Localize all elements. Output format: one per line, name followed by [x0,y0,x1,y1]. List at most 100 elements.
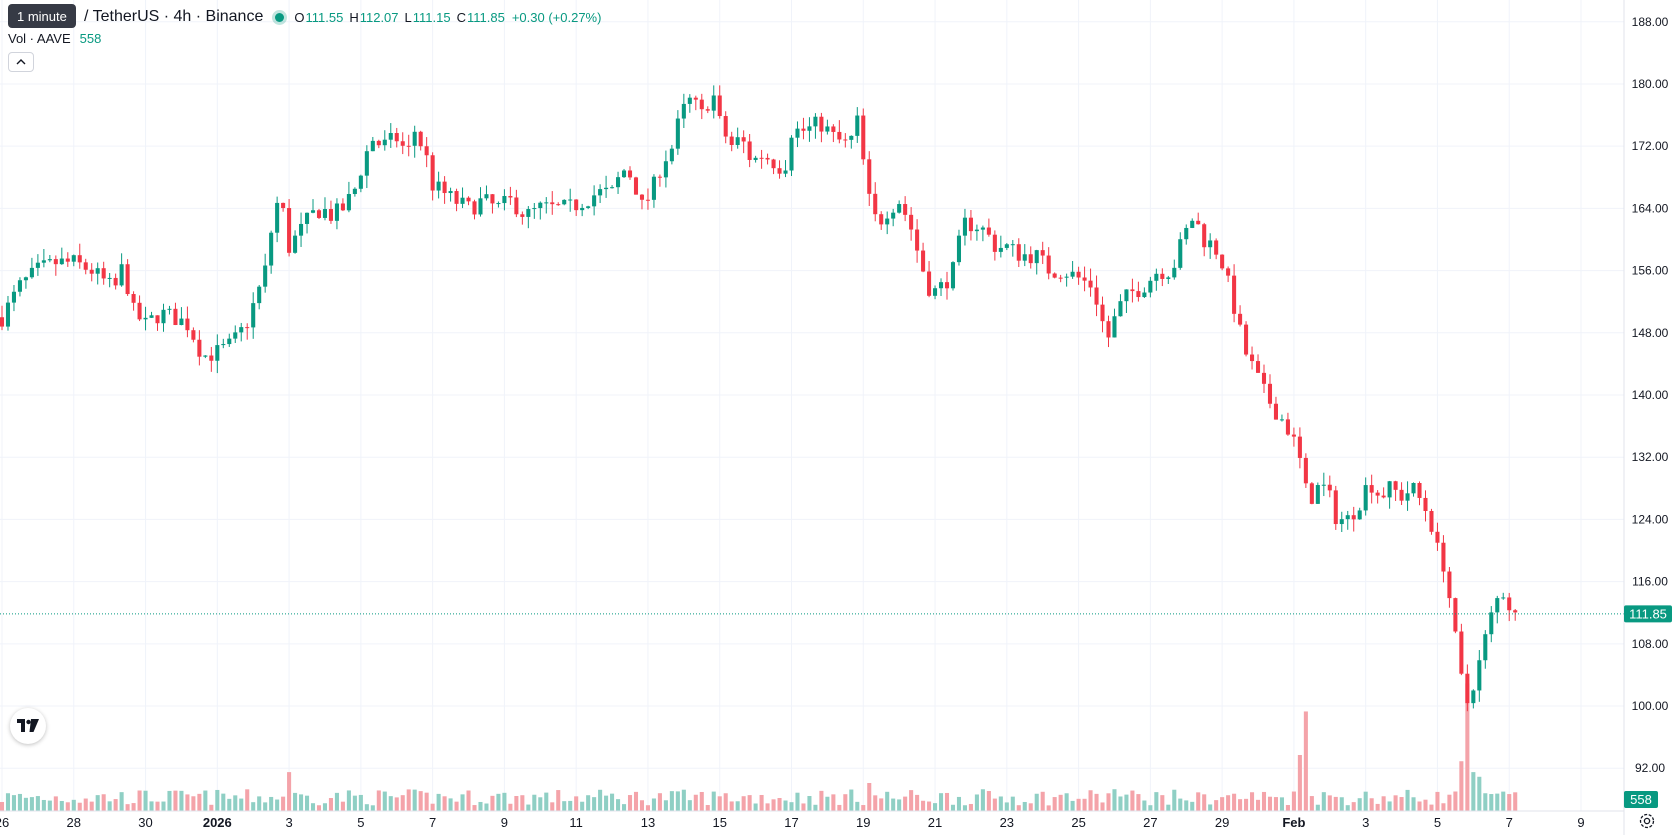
candle-body [1076,271,1081,278]
candle-body [233,332,238,339]
candle [885,211,890,235]
candle-body [191,330,196,340]
candle [705,106,710,114]
tradingview-logo[interactable] [10,708,46,744]
candle-body [442,181,447,194]
candle [41,249,46,268]
volume-bar [478,801,483,811]
candle [1375,490,1380,504]
candle [382,130,387,151]
volume-legend: Vol · AAVE 558 [8,31,101,46]
candle-body [789,137,794,171]
candle-body [1238,313,1243,325]
volume-bar [406,789,411,811]
volume-bar [299,794,304,811]
candle-body [167,308,172,310]
volume-bar [95,795,100,811]
volume-bar [621,804,627,811]
volume-bar [1160,795,1165,811]
candle [203,355,208,359]
candle [1417,481,1422,506]
volume-bar [340,801,345,811]
candle-body [687,97,692,104]
volume-bar [526,804,531,811]
candle [1309,482,1314,505]
candle-body [71,255,76,262]
candle-body [783,170,788,174]
candle [544,197,549,214]
candle [849,135,854,149]
candle-body [1100,304,1105,322]
candle [1477,650,1482,702]
time-tick-label: 7 [429,815,436,830]
candle-body [897,204,902,213]
volume-bar [382,791,387,811]
chevron-up-icon [16,59,26,65]
volume-bar [873,795,878,811]
candle [735,127,740,149]
candle [23,276,28,289]
candle-body [825,126,830,132]
market-status-icon[interactable] [275,12,285,22]
candle [1142,287,1147,299]
candle-body [209,355,214,361]
candle-body [1417,483,1422,498]
candle [639,194,645,210]
candle [1160,268,1165,287]
volume-bar [448,798,453,811]
candle-body [520,214,525,217]
candle [5,295,11,331]
ohlc-close: C111.85 [456,9,505,25]
volume-label[interactable]: Vol · AAVE [8,31,71,46]
volume-bar [1501,791,1506,811]
candle [1190,218,1195,229]
volume-bar [915,794,920,811]
candle-body [1208,240,1213,248]
volume-bar [514,795,519,811]
candle-body [921,250,926,272]
volume-bar [203,790,208,811]
symbol-title[interactable]: / TetherUS · 4h · Binance [84,8,264,25]
candle-body [633,177,639,195]
candle [580,203,585,217]
candle-body [801,128,806,131]
volume-bar [909,790,914,811]
candle-body [11,291,16,303]
time-tick-label: 3 [285,815,292,830]
candle-body [47,259,52,261]
volume-bar [998,796,1003,811]
volume-bar [322,803,328,811]
volume-bar [598,789,603,811]
collapse-legend-button[interactable] [8,52,34,72]
candle-body [663,161,668,178]
candle-body [1429,511,1434,532]
volume-bars [0,683,1518,811]
candle-body [245,327,250,329]
candle-body [478,198,483,215]
candle-body [861,115,866,160]
candle-body [484,194,489,199]
volume-bar [1226,795,1231,811]
gear-icon[interactable] [1637,811,1657,831]
candle-body [508,196,513,198]
candle-body [1291,434,1296,437]
volume-bar [1010,796,1015,811]
candle [998,235,1003,258]
price-tick-label: 188.00 [1632,15,1669,29]
volume-bar [1148,805,1153,811]
candle [1435,522,1440,551]
price-tick-label: 108.00 [1632,637,1669,651]
candle-body [526,209,531,217]
volume-bar [717,796,722,811]
candle-body [717,95,722,117]
candle-body [669,148,674,162]
volume-bar [424,792,429,811]
candle-body [956,235,962,263]
candle-body [460,197,465,204]
symbol-legend: / TetherUS · 4h · Binance O111.55 H112.0… [8,6,601,28]
candle [956,229,962,266]
candle-body [1513,610,1518,613]
candle-body [203,355,208,357]
candle [119,253,124,287]
